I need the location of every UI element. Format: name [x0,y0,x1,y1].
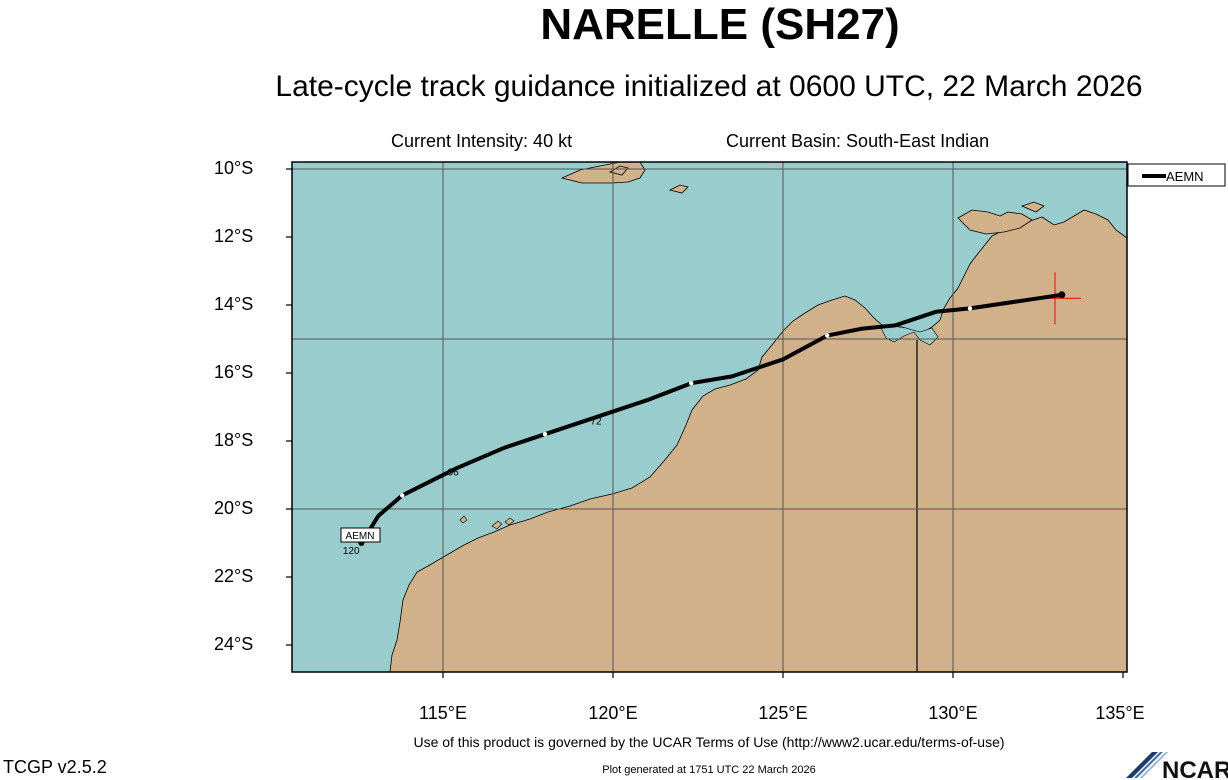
legend-label: AEMN [1166,169,1204,184]
ncar-logo-stripe-3 [1140,752,1168,778]
lon-label-120e: 120°E [588,703,638,723]
joseph-bonaparte-gulf [879,325,939,346]
track-label-box: AEMN [340,527,381,543]
current-basin: Current Basin: South-East Indian [726,131,990,151]
small-island-west [608,165,629,176]
track-start-dot [1058,291,1066,299]
track-label-text: AEMN [346,531,375,542]
lon-label-115e: 115°E [419,703,467,723]
lat-label-22s: 22°S [214,566,254,586]
track-marker [689,381,694,386]
lon-label-125e: 125°E [758,703,808,723]
track-label-background [340,527,381,543]
graticule [292,162,1127,672]
terms-of-use-text: Use of this product is governed by the U… [413,734,1005,750]
legend: AEMN [1127,163,1226,187]
version-label: TCGP v2.5.2 [3,757,107,777]
ncar-logo-stripe-1 [1126,752,1158,778]
track-marker [967,306,973,311]
plot-generated-text: Plot generated at 1751 UTC 22 March 2026 [602,764,816,776]
lon-label-130e: 130°E [928,703,978,723]
forecast-hour-labels: 72 96 120 [343,417,602,557]
track-markers [358,291,1066,546]
forecast-hour-label: 96 [448,468,460,479]
lat-label-10s: 10°S [214,158,254,178]
track-marker [825,333,830,338]
lat-label-12s: 12°S [214,226,254,246]
map-frame [291,161,1128,673]
track-marker [400,493,405,498]
storm-title: NARELLE (SH27) [540,0,900,49]
lat-label-14s: 14°S [214,294,254,314]
track-marker [542,432,548,437]
axis-ticks [286,168,1124,678]
ncar-logo-stripe-2 [1134,752,1163,778]
ncar-logo-text: NCAR [1162,757,1228,780]
offshore-island-group [459,515,515,530]
lat-label-20s: 20°S [214,498,254,518]
forecast-hour-label: 72 [590,417,602,428]
guidance-subtitle: Late-cycle track guidance initialized at… [275,70,1143,103]
lat-label-16s: 16°S [214,362,254,382]
current-intensity: Current Intensity: 40 kt [391,131,573,151]
lat-label-18s: 18°S [214,430,254,450]
small-island-east [668,184,689,194]
forecast-hour-label: 120 [343,546,360,557]
tiwi-islands [957,209,1033,235]
lon-label-135e: 135°E [1095,703,1145,723]
legend-box [1127,163,1226,187]
lat-label-24s: 24°S [214,634,254,654]
small-island-north [1020,201,1045,213]
ncar-logo: NCAR [1126,752,1228,780]
